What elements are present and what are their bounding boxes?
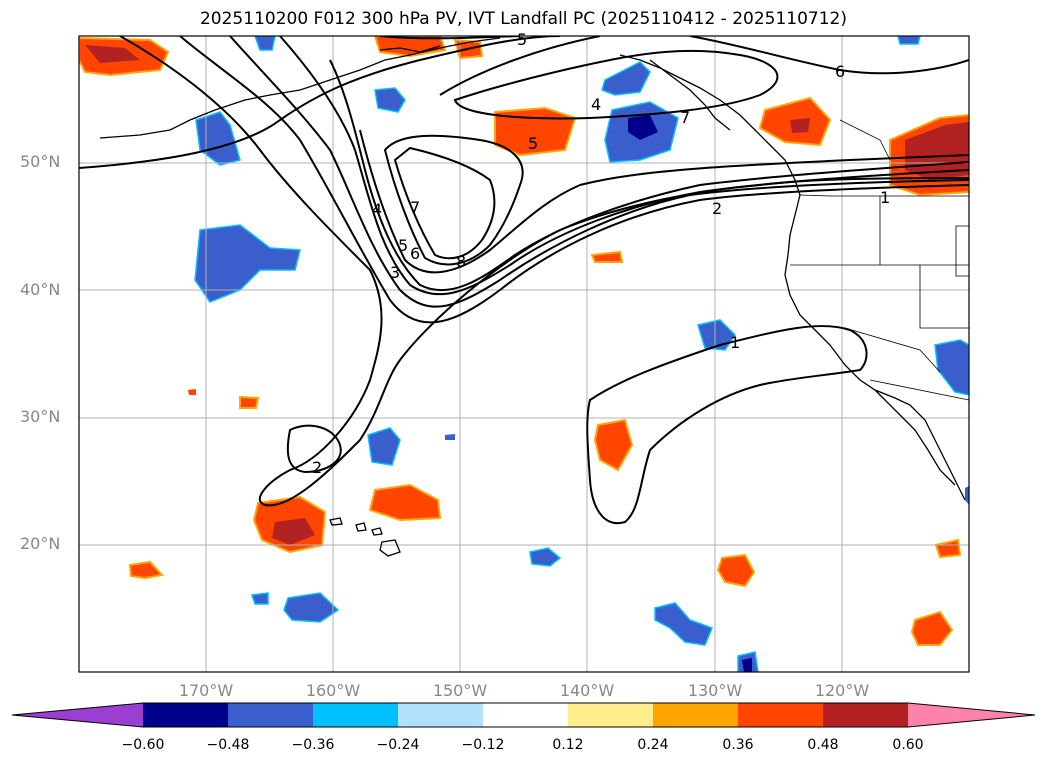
colorbar xyxy=(11,702,1036,728)
colorbar-tick-label: −0.36 xyxy=(291,737,335,753)
colorbar-swatch xyxy=(823,703,908,727)
colorbar-swatch xyxy=(398,703,483,727)
colorbar-tick-label: −0.48 xyxy=(206,737,250,753)
graticule xyxy=(79,36,969,672)
contour-label: 1 xyxy=(880,188,891,207)
colorbar-swatch xyxy=(483,703,568,727)
colorbar-swatch xyxy=(738,703,823,727)
contour-label: 7 xyxy=(680,108,691,127)
colorbar-tick-label: 0.24 xyxy=(637,737,669,753)
contour-label: 7 xyxy=(410,198,421,217)
colorbar-tick-label: −0.24 xyxy=(376,737,420,753)
lon-label: 130°W xyxy=(687,681,743,700)
lat-label: 50°N xyxy=(20,152,61,171)
colorbar-right-extend xyxy=(908,703,1035,727)
contour-label: 5 xyxy=(528,134,539,153)
coastlines xyxy=(99,37,966,557)
colorbar-outline xyxy=(11,702,1036,728)
lon-label: 140°W xyxy=(559,681,615,700)
colorbar-tick-label: 0.60 xyxy=(892,737,924,753)
negative-patches xyxy=(194,36,969,672)
colorbar-swatch xyxy=(143,703,228,727)
contour-label: 6 xyxy=(835,62,846,81)
lon-label: 120°W xyxy=(814,681,870,700)
contour-label: 5 xyxy=(398,236,409,255)
colorbar-tick-label: −0.12 xyxy=(461,737,505,753)
colorbar-left-extend xyxy=(12,703,143,727)
lat-label: 30°N xyxy=(20,407,61,426)
map-frame xyxy=(78,35,970,673)
contour-label: 2 xyxy=(712,199,723,218)
map-plot-area xyxy=(79,36,969,672)
positive-patches xyxy=(79,36,969,646)
political-borders xyxy=(790,119,969,401)
colorbar-tick-label: 0.12 xyxy=(552,737,584,753)
contour-label: 1 xyxy=(730,333,741,352)
lon-label: 150°W xyxy=(432,681,488,700)
map-title: 2025110200 F012 300 hPa PV, IVT Landfall… xyxy=(199,9,847,29)
lat-label: 20°N xyxy=(20,534,61,553)
lat-label: 40°N xyxy=(20,280,61,299)
contour-label: 2 xyxy=(312,458,323,477)
colorbar-swatch xyxy=(228,703,313,727)
pv-contours xyxy=(79,36,969,525)
colorbar-swatch xyxy=(313,703,398,727)
lon-label: 170°W xyxy=(178,681,234,700)
shaded-patches xyxy=(79,36,969,672)
colorbar-swatch xyxy=(568,703,653,727)
colorbar-tick-label: 0.36 xyxy=(722,737,754,753)
colorbar-swatch xyxy=(653,703,738,727)
contour-label: 8 xyxy=(456,252,467,271)
contour-label: 3 xyxy=(390,263,401,282)
colorbar-tick-label: −0.60 xyxy=(121,737,165,753)
contour-label: 6 xyxy=(410,244,421,263)
contour-label: 4 xyxy=(591,95,602,114)
lon-label: 160°W xyxy=(305,681,361,700)
contour-label: 5 xyxy=(517,30,528,49)
contour-label: 4 xyxy=(372,200,383,219)
colorbar-tick-label: 0.48 xyxy=(807,737,839,753)
